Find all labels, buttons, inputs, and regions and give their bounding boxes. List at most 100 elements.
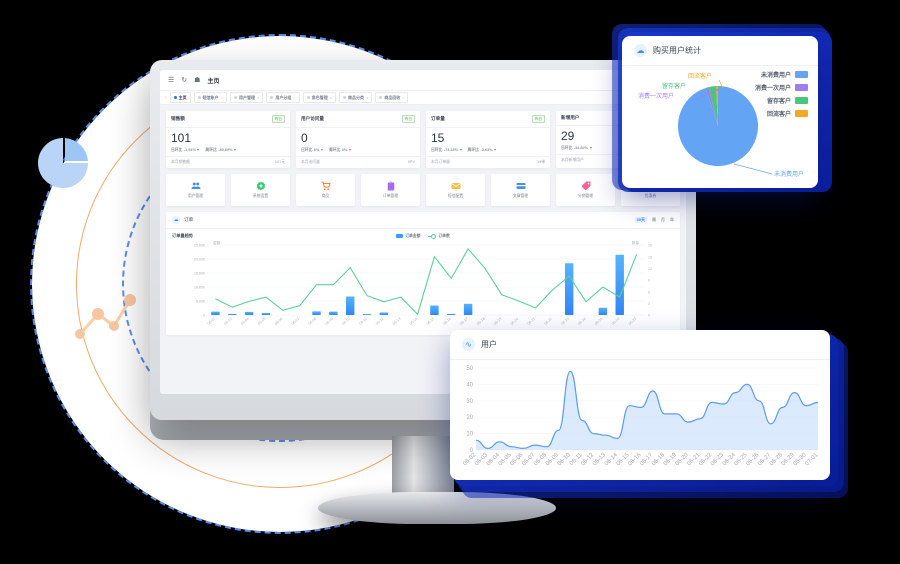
- stat-card-body: 29 日环比 -44.82%: [556, 126, 680, 154]
- svg-text:未消费用户: 未消费用户: [774, 170, 804, 178]
- svg-text:06-14: 06-14: [409, 316, 419, 325]
- tab-scroll-left-icon[interactable]: ‹: [165, 94, 167, 101]
- pie-legend-item-0[interactable]: 未消费用户: [761, 70, 808, 79]
- svg-text:0: 0: [470, 448, 474, 454]
- svg-text:18: 18: [648, 243, 652, 247]
- tab-close-icon[interactable]: ×: [257, 95, 260, 100]
- card-icon: [516, 181, 526, 191]
- shortcut-label: 系统设置: [252, 193, 269, 198]
- shortcut-order-management[interactable]: 订单管理: [361, 173, 420, 206]
- svg-text:06-27: 06-27: [628, 316, 638, 325]
- svg-text:06-19: 06-19: [493, 316, 503, 325]
- app-topbar: ☰ ↻ ☗ 主页 搜索: [160, 70, 686, 91]
- refresh-icon[interactable]: ↻: [181, 76, 188, 84]
- svg-text:5,000: 5,000: [196, 299, 205, 303]
- svg-text:数量: 数量: [632, 240, 640, 245]
- shortcut-user-management[interactable]: 用户管理: [166, 173, 225, 206]
- page-title: 主页: [207, 78, 220, 85]
- order-trend-chart: 0 5,000 10,000 15,000 20,000 25,000 0 3 6 9 12 15 18…: [194, 240, 652, 326]
- tab-label: 角色管理: [311, 94, 328, 100]
- arrow-down-icon: [493, 149, 496, 152]
- svg-text:30: 30: [466, 399, 473, 405]
- tab-item-3[interactable]: 用户分组 ×: [266, 92, 300, 103]
- tab-close-icon[interactable]: ×: [329, 95, 333, 100]
- range-selector: 30天 周 月 年: [634, 216, 674, 223]
- svg-text:15,000: 15,000: [194, 271, 205, 275]
- range-30d[interactable]: 30天: [634, 216, 647, 223]
- pie-legend: 未消费用户 消费一次用户 留存客户 回流客户: [755, 70, 808, 118]
- tab-dot-icon: [197, 96, 201, 99]
- range-month[interactable]: 月: [661, 216, 665, 222]
- stat-card-visits[interactable]: 用户访问量 昨日 0 日环比 0%: [296, 111, 420, 168]
- shortcut-article-management[interactable]: 文章管理: [491, 173, 550, 206]
- footer-label: 本月销售额: [171, 159, 190, 164]
- pie-panel: ☁ 购买用户统计 未消费用户 消费一次用户 留存客户 回流客户 回流客户 留存客户…: [622, 36, 818, 188]
- shortcut-sms-config[interactable]: 短信配置: [426, 173, 485, 206]
- tab-label: 主页: [178, 94, 187, 100]
- footer-value: 0PV: [407, 160, 415, 165]
- shortcut-products[interactable]: 商品: [296, 173, 355, 206]
- decor-pie-icon: [38, 138, 88, 188]
- tab-close-icon[interactable]: ×: [220, 95, 224, 100]
- order-icon: ☁: [172, 215, 180, 224]
- stat-deltas: 日环比 -1.91% 周环比 -80.69%: [171, 148, 285, 153]
- svg-text:06-26: 06-26: [611, 316, 621, 325]
- legend-count[interactable]: 订单数: [428, 234, 450, 240]
- svg-text:06-22: 06-22: [543, 316, 553, 325]
- tab-dot-icon: [234, 96, 238, 99]
- pie-legend-item-1[interactable]: 消费一次用户: [755, 83, 808, 92]
- stat-card-footer: 本月访问量 0PV: [296, 155, 420, 168]
- delta-week: 周环比 -2.63%: [468, 148, 496, 153]
- svg-text:06-24: 06-24: [577, 316, 587, 325]
- tab-dot-icon: [173, 96, 177, 99]
- tab-item-0[interactable]: 主页: [169, 92, 191, 103]
- svg-text:3: 3: [648, 302, 650, 306]
- stat-card-body: 101 日环比 -1.91% 周环比 -80.69%: [166, 128, 290, 156]
- range-year[interactable]: 年: [670, 216, 674, 222]
- decor-nodes-icon: [75, 294, 136, 339]
- order-panel: ☁ 订单 30天 周 月 年 订单量趋势 订单金额 订单数: [166, 211, 680, 335]
- cart-icon: [321, 181, 331, 191]
- arrow-down-icon: [589, 147, 592, 150]
- tab-item-2[interactable]: 用户管理 ×: [230, 92, 264, 103]
- stat-card-header: 销售额 昨日: [166, 111, 290, 128]
- arrow-flat-icon: [320, 149, 323, 152]
- hamburger-icon[interactable]: ☰: [168, 76, 175, 84]
- shortcut-row: 用户管理 系统设置 商品: [160, 173, 686, 212]
- tab-item-4[interactable]: 角色管理 ×: [302, 92, 337, 103]
- legend-amount[interactable]: 订单金额: [396, 234, 420, 239]
- shortcut-label: 商品: [321, 193, 330, 198]
- clipboard-icon: [386, 181, 396, 191]
- svg-text:40: 40: [466, 382, 473, 388]
- stat-card-orders[interactable]: 订单量 昨日 15 日环比 -73.33%: [426, 111, 550, 168]
- stat-card-title: 用户访问量: [301, 116, 324, 121]
- tab-item-6[interactable]: 商品回收 ›: [375, 92, 408, 103]
- tab-item-1[interactable]: 短信账户 ×: [193, 92, 228, 103]
- shortcut-system-settings[interactable]: 系统设置: [231, 173, 290, 206]
- pie-legend-item-3[interactable]: 回流客户: [767, 109, 808, 118]
- tag-icon: [581, 181, 591, 191]
- delta-day: 日环比 -73.33%: [431, 148, 462, 153]
- svg-text:金额: 金额: [213, 240, 221, 245]
- tab-close-icon[interactable]: ×: [366, 95, 369, 100]
- tab-close-icon[interactable]: ×: [293, 95, 296, 100]
- shortcut-distribution[interactable]: 分销管理: [556, 173, 615, 206]
- monitor-neck: [392, 436, 454, 502]
- stat-value: 0: [301, 131, 308, 145]
- stat-card-sales[interactable]: 销售额 昨日 101 日环比 -1.91%: [166, 111, 290, 168]
- stat-value: 15: [431, 131, 445, 145]
- delta-day: 日环比 -1.91%: [171, 148, 200, 153]
- tab-item-5[interactable]: 商品分类 ×: [339, 92, 373, 103]
- tab-close-icon[interactable]: ›: [402, 95, 404, 100]
- range-week[interactable]: 周: [652, 216, 656, 222]
- svg-text:06-06: 06-06: [274, 316, 284, 325]
- delta-week: 周环比 -80.69%: [205, 148, 236, 153]
- home-icon[interactable]: ☗: [194, 76, 201, 84]
- delta-day: 日环比 -44.82%: [561, 146, 592, 151]
- shortcut-label: 用户管理: [187, 193, 204, 198]
- pie-legend-item-2[interactable]: 留存客户: [767, 96, 808, 105]
- delta-day: 日环比 0%: [301, 148, 323, 153]
- svg-text:07-01: 07-01: [804, 452, 820, 468]
